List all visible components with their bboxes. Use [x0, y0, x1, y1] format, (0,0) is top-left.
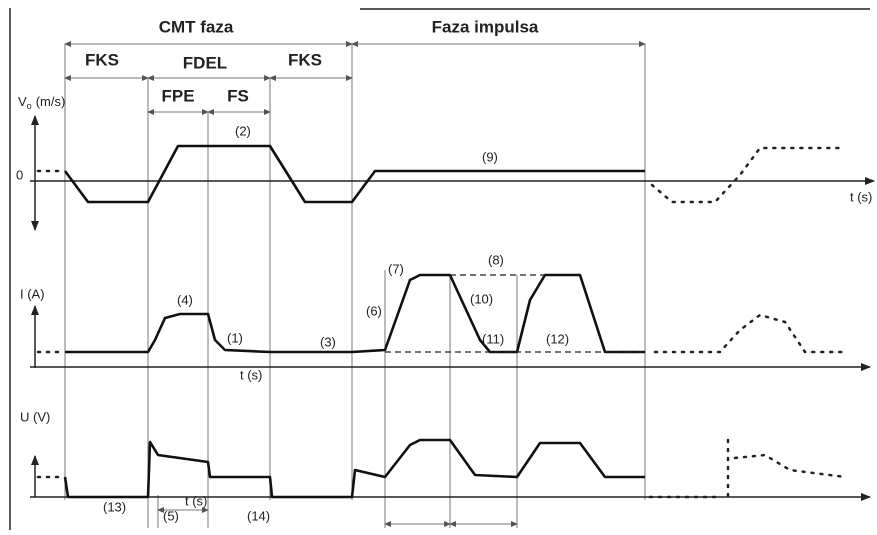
axis-zero: 0 — [16, 167, 23, 182]
axis-label: t (s) — [185, 493, 207, 508]
phase-label: FS — [227, 86, 249, 105]
axes — [30, 115, 875, 501]
axis-symbol: V — [18, 94, 27, 109]
voltage-wave-dotted-2 — [733, 453, 847, 479]
axis-unit: (m/s) — [36, 94, 66, 109]
point-label: (8) — [488, 252, 504, 267]
frame — [9, 8, 870, 530]
phase-title: Faza impulsa — [432, 17, 539, 36]
point-label: (5) — [163, 508, 179, 523]
axis-subscript: o — [27, 101, 32, 111]
point-label: (1) — [227, 330, 243, 345]
axis-label: t (s) — [850, 189, 872, 204]
phase-label: FKS — [85, 50, 119, 69]
point-label: (4) — [177, 292, 193, 307]
current-wave — [65, 273, 645, 354]
point-label: (10) — [470, 291, 493, 306]
phase-label: FKS — [288, 50, 322, 69]
point-label: (7) — [388, 261, 404, 276]
velocity-wave-dotted — [650, 146, 842, 204]
point-label: (11) — [482, 331, 504, 346]
point-label: (6) — [366, 303, 382, 318]
point-label: (14) — [247, 508, 270, 523]
point-label: (3) — [320, 334, 336, 349]
point-label: (13) — [103, 499, 126, 514]
phase-label: FPE — [161, 86, 194, 105]
phase-label: FDEL — [183, 53, 227, 72]
point-label: (9) — [482, 149, 498, 164]
waveforms — [63, 144, 847, 499]
axis-label: I (A) — [20, 286, 45, 301]
point-label: (2) — [235, 123, 251, 138]
labels: CMT faza Faza impulsa FKS FDEL FKS FPE F… — [16, 17, 872, 523]
voltage-wave — [63, 438, 645, 499]
current-wave-dotted — [653, 313, 847, 354]
axis-label: Vo (m/s) — [18, 94, 65, 111]
axis-label: U (V) — [20, 409, 50, 424]
phase-brackets — [64, 41, 646, 528]
velocity-wave — [63, 144, 645, 204]
point-label: (12) — [546, 331, 569, 346]
phase-title: CMT faza — [159, 17, 234, 36]
axis-label: t (s) — [240, 367, 262, 382]
